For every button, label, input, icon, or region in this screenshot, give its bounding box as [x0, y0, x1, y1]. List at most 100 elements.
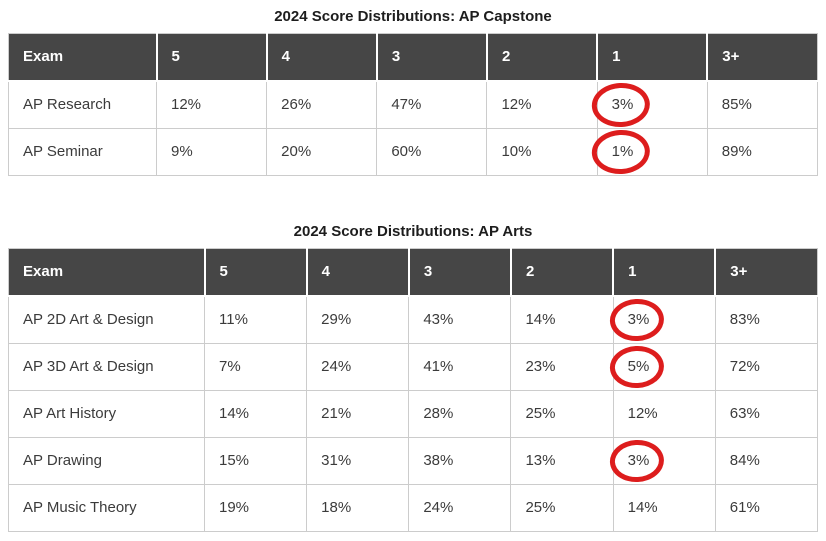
score-value-cell: 10%	[486, 128, 598, 176]
score-value-cell: 9%	[155, 128, 268, 176]
exam-name-cell: AP Seminar	[8, 128, 157, 176]
score-value: 14%	[525, 311, 556, 328]
section-ap-arts: 2024 Score Distributions: AP Arts Exam 5 4…	[8, 223, 819, 532]
score-value: 18%	[321, 499, 352, 516]
section-ap-capstone: 2024 Score Distributions: AP Capstone Ex…	[8, 8, 819, 176]
column-header-1: 1	[596, 33, 708, 82]
score-value-cell: 61%	[714, 484, 819, 532]
score-value-cell: 31%	[306, 437, 410, 485]
red-circle-annotation	[591, 128, 652, 176]
score-value: 11%	[219, 311, 248, 328]
score-value: 89%	[721, 143, 752, 160]
score-value: 31%	[321, 452, 352, 469]
score-value-cell: 25%	[510, 484, 614, 532]
column-header-exam: Exam	[8, 248, 205, 297]
column-header-3: 3	[407, 248, 511, 297]
column-header-4: 4	[265, 33, 377, 82]
score-value: 9%	[171, 143, 193, 160]
table-body: AP 2D Art & Design 11% 29% 43% 14% 3% 83% AP 3D…	[8, 295, 819, 532]
score-value-cell: 38%	[408, 437, 512, 485]
score-value-cell: 20%	[266, 128, 378, 176]
table-row: AP 2D Art & Design 11% 29% 43% 14% 3% 83%	[8, 295, 819, 344]
score-value-cell: 63%	[714, 390, 819, 438]
table-row: AP Seminar 9% 20% 60% 10% 1% 89%	[8, 128, 819, 176]
score-value-cell: 24%	[408, 484, 512, 532]
score-value: 3%	[591, 81, 652, 129]
column-header-5: 5	[203, 248, 307, 297]
score-value: 14%	[219, 405, 250, 422]
score-value-cell: 24%	[306, 343, 410, 391]
score-value-cell: 89%	[706, 128, 819, 176]
score-value-cell: 7%	[203, 343, 308, 391]
column-header-2: 2	[485, 33, 598, 82]
red-circle-annotation	[609, 297, 666, 343]
score-value-cell: 14%	[510, 295, 614, 344]
score-value: 21%	[321, 405, 352, 422]
score-value: 20%	[281, 143, 312, 160]
score-value: 60%	[391, 143, 422, 160]
column-header-exam: Exam	[8, 33, 157, 82]
score-value-cell: 11%	[203, 295, 308, 344]
score-value-cell: 23%	[510, 343, 614, 391]
score-value-cell: 72%	[714, 343, 819, 391]
table-row: AP 3D Art & Design 7% 24% 41% 23% 5% 72%	[8, 343, 819, 391]
table-header: Exam 5 4 3 2 1 3+	[8, 248, 818, 297]
score-value: 25%	[525, 405, 556, 422]
score-value-cell: 26%	[266, 80, 378, 129]
score-value: 5%	[609, 344, 666, 390]
score-value: 15%	[219, 452, 250, 469]
column-header-2: 2	[509, 248, 614, 297]
score-value: 12%	[171, 96, 202, 113]
score-value-cell: 3%	[591, 80, 708, 129]
score-value-cell: 14%	[612, 484, 716, 532]
score-value: 7%	[219, 358, 241, 375]
header-row: Exam 5 4 3 2 1 3+	[8, 248, 818, 297]
score-value: 43%	[423, 311, 454, 328]
score-value: 19%	[219, 499, 250, 516]
score-value-cell: 19%	[203, 484, 308, 532]
score-value-cell: 13%	[510, 437, 614, 485]
table-row: AP Drawing 15% 31% 38% 13% 3% 84%	[8, 437, 819, 485]
score-value: 24%	[321, 358, 352, 375]
score-value-cell: 12%	[155, 80, 268, 129]
exam-name-cell: AP Art History	[8, 390, 205, 438]
red-circle-annotation	[609, 438, 666, 484]
table-header: Exam 5 4 3 2 1 3+	[8, 33, 818, 82]
score-value-cell: 43%	[408, 295, 512, 344]
score-value-cell: 60%	[376, 128, 488, 176]
score-value-cell: 29%	[306, 295, 410, 344]
column-header-3-: 3+	[714, 248, 818, 297]
table-title-arts: 2024 Score Distributions: AP Arts	[293, 223, 533, 240]
score-value: 26%	[281, 96, 312, 113]
table-body: AP Research 12% 26% 47% 12% 3% 85% AP Seminar 9%…	[8, 80, 819, 176]
exam-name-cell: AP 3D Art & Design	[8, 343, 205, 391]
table-row: AP Music Theory 19% 18% 24% 25% 14% 61%	[8, 484, 819, 532]
score-value-cell: 28%	[408, 390, 512, 438]
column-header-5: 5	[155, 33, 267, 82]
score-value: 83%	[729, 311, 760, 328]
score-value: 12%	[501, 96, 532, 113]
score-value-cell: 3%	[609, 437, 716, 485]
score-value: 47%	[391, 96, 422, 113]
score-value: 85%	[721, 96, 752, 113]
exam-name-cell: AP Drawing	[8, 437, 205, 485]
table-title-capstone: 2024 Score Distributions: AP Capstone	[274, 8, 552, 25]
score-value: 10%	[501, 143, 532, 160]
score-table-capstone: Exam 5 4 3 2 1 3+ AP Research 12% 26% 47% 12% 3% 85%…	[8, 33, 819, 176]
red-circle-annotation	[591, 81, 652, 129]
score-value-cell: 85%	[706, 80, 819, 129]
score-value: 1%	[591, 128, 652, 176]
score-value: 3%	[609, 438, 666, 484]
score-value: 14%	[627, 499, 658, 516]
score-table-arts: Exam 5 4 3 2 1 3+ AP 2D Art & Design 11% 29% 43% 1…	[8, 248, 819, 532]
score-value: 28%	[423, 405, 454, 422]
header-row: Exam 5 4 3 2 1 3+	[8, 33, 818, 82]
score-value: 61%	[729, 499, 760, 516]
column-header-3: 3	[375, 33, 487, 82]
score-value-cell: 41%	[408, 343, 512, 391]
score-value-cell: 83%	[714, 295, 819, 344]
score-value: 12%	[627, 405, 658, 422]
score-value: 41%	[423, 358, 454, 375]
table-row: AP Research 12% 26% 47% 12% 3% 85%	[8, 80, 819, 129]
score-value: 84%	[729, 452, 760, 469]
